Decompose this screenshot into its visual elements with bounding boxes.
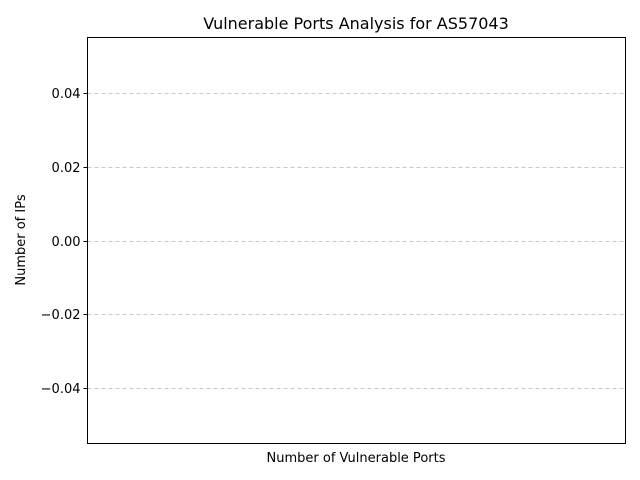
x-axis-label: Number of Vulnerable Ports [267, 451, 446, 466]
y-tick-label: 0.02 [52, 161, 81, 176]
y-tick-label: −0.04 [41, 382, 81, 397]
plot-area-frame [87, 37, 626, 444]
chart-title: Vulnerable Ports Analysis for AS57043 [203, 14, 509, 33]
y-axis-ticks: −0.04 −0.02 0.00 0.02 0.04 [41, 87, 88, 397]
y-axis-label: Number of IPs [14, 194, 29, 285]
y-tick-label: 0.00 [52, 235, 81, 250]
y-tick-label: −0.02 [41, 308, 81, 323]
grid-lines [87, 93, 626, 389]
y-tick-label: 0.04 [52, 87, 81, 102]
